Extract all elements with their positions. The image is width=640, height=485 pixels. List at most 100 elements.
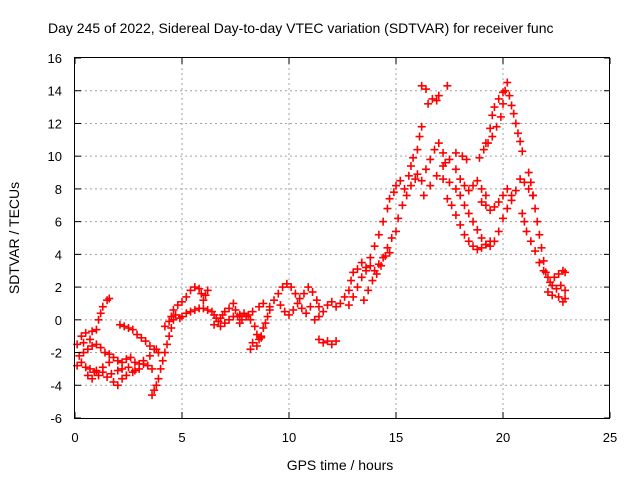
y-tick-label: -4 bbox=[50, 378, 62, 393]
data-point bbox=[509, 109, 518, 118]
data-point bbox=[400, 184, 409, 193]
data-point bbox=[203, 286, 212, 295]
data-point bbox=[385, 194, 394, 203]
data-point bbox=[406, 181, 415, 190]
data-point bbox=[148, 391, 157, 400]
data-point bbox=[424, 99, 433, 108]
data-point bbox=[383, 204, 392, 213]
y-tick-label: 2 bbox=[55, 280, 62, 295]
data-point bbox=[75, 351, 84, 360]
data-point bbox=[143, 361, 152, 370]
data-point bbox=[124, 324, 133, 332]
data-point bbox=[548, 291, 557, 300]
data-point bbox=[535, 230, 544, 239]
data-point bbox=[276, 301, 285, 310]
data-point bbox=[124, 363, 133, 372]
data-point bbox=[319, 338, 328, 347]
data-point bbox=[413, 170, 422, 179]
data-point bbox=[561, 286, 570, 295]
data-point bbox=[167, 312, 176, 321]
data-point bbox=[524, 184, 533, 193]
data-point bbox=[145, 342, 154, 350]
data-point bbox=[552, 284, 561, 293]
data-point bbox=[531, 247, 540, 256]
data-point bbox=[447, 201, 456, 210]
data-point bbox=[332, 337, 341, 346]
data-point bbox=[379, 217, 388, 226]
data-point bbox=[411, 175, 420, 184]
data-point bbox=[349, 292, 358, 301]
y-axis-label: SDTVAR / TECUs bbox=[6, 182, 22, 294]
data-point bbox=[516, 175, 525, 184]
data-point bbox=[381, 252, 390, 260]
data-point bbox=[479, 145, 488, 154]
data-point bbox=[152, 381, 161, 390]
data-point bbox=[244, 310, 253, 319]
data-point bbox=[310, 315, 319, 324]
data-point bbox=[312, 296, 321, 305]
data-point bbox=[158, 356, 167, 365]
data-point bbox=[353, 283, 362, 292]
data-point bbox=[503, 184, 512, 193]
data-point bbox=[528, 191, 537, 200]
data-point bbox=[469, 181, 478, 190]
y-tick-label: 6 bbox=[55, 215, 62, 230]
data-point bbox=[137, 333, 146, 342]
grid bbox=[75, 58, 610, 418]
data-point bbox=[252, 330, 261, 339]
data-point bbox=[511, 186, 520, 195]
data-point bbox=[554, 270, 563, 278]
data-point bbox=[190, 306, 199, 314]
data-point bbox=[426, 181, 435, 190]
data-point bbox=[88, 342, 97, 350]
data-point bbox=[366, 253, 375, 262]
data-point bbox=[100, 348, 109, 357]
data-point bbox=[368, 276, 377, 285]
data-point bbox=[432, 96, 441, 105]
data-point bbox=[490, 202, 499, 211]
x-tick-label: 0 bbox=[71, 430, 78, 445]
data-point bbox=[98, 363, 107, 372]
data-point bbox=[417, 81, 426, 90]
data-point bbox=[252, 342, 261, 350]
data-point bbox=[145, 351, 154, 360]
data-point bbox=[535, 258, 544, 267]
y-tick-label: -2 bbox=[50, 346, 62, 361]
data-point bbox=[473, 176, 482, 185]
data-point bbox=[421, 165, 430, 174]
data-point bbox=[513, 129, 522, 138]
data-point bbox=[246, 315, 255, 324]
data-point bbox=[434, 91, 443, 100]
data-point bbox=[385, 248, 394, 257]
data-point bbox=[526, 178, 535, 187]
data-point bbox=[347, 276, 356, 285]
data-point bbox=[477, 184, 486, 193]
data-point bbox=[83, 345, 92, 354]
data-point bbox=[374, 230, 383, 239]
data-point bbox=[126, 353, 135, 362]
data-point bbox=[220, 307, 229, 316]
data-point bbox=[426, 155, 435, 164]
y-tick-label: 4 bbox=[55, 247, 62, 262]
data-point bbox=[464, 209, 473, 218]
data-point bbox=[291, 289, 300, 298]
data-point bbox=[229, 312, 238, 321]
data-point bbox=[336, 299, 345, 308]
data-point bbox=[122, 371, 131, 380]
data-point bbox=[505, 91, 514, 100]
data-point bbox=[486, 206, 495, 215]
data-point bbox=[285, 310, 293, 319]
data-point bbox=[456, 191, 465, 200]
data-point bbox=[248, 338, 257, 347]
data-point bbox=[494, 94, 503, 103]
data-point bbox=[409, 153, 418, 162]
data-point bbox=[128, 325, 137, 334]
data-point bbox=[81, 363, 90, 372]
data-point bbox=[481, 240, 490, 249]
data-point bbox=[413, 145, 422, 154]
data-point bbox=[105, 350, 114, 359]
data-point bbox=[344, 286, 353, 295]
data-point bbox=[92, 366, 101, 375]
